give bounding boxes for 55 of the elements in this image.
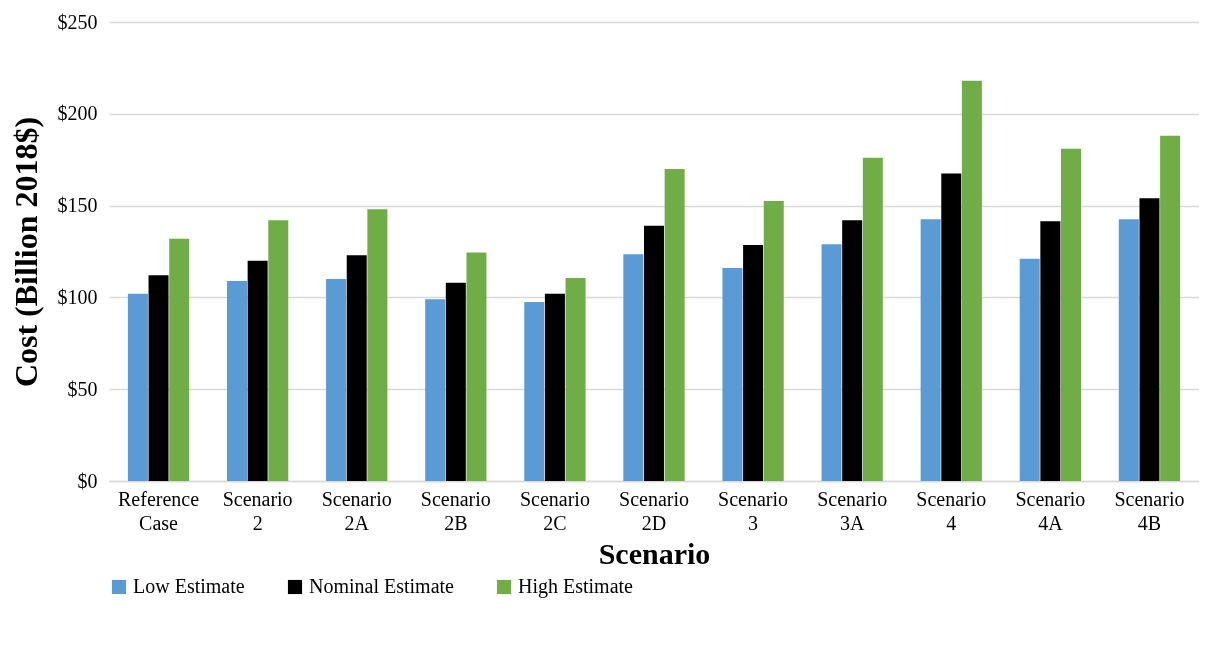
y-tick-label: $200 [57,102,98,125]
legend-label: Low Estimate [133,575,245,597]
x-tick-label: Scenario 4 [916,487,987,534]
x-tick-label: Scenario 2C [519,487,590,534]
legend-label: Nominal Estimate [309,575,455,597]
y-tick-label: $250 [57,10,98,33]
bar [920,219,941,481]
x-tick-label: Scenario 4A [1015,487,1086,534]
bar [763,201,784,481]
y-tick-label: $50 [67,377,98,400]
bar [862,157,883,481]
y-tick-label: $0 [77,469,98,492]
bar [326,279,347,481]
bar [425,299,446,481]
bar [1139,198,1160,481]
x-axis-title: Scenario [598,536,711,570]
x-tick-label: Scenario 3A [817,487,888,534]
x-tick-label: Reference Case [118,487,200,534]
bar [466,252,487,481]
x-tick-label: Scenario 4B [1114,487,1185,534]
x-tick-label: Scenario 2D [619,487,689,534]
x-tick-label: Scenario 2 [222,487,293,534]
bar [961,80,982,481]
bar [247,260,268,481]
bar [743,245,764,481]
x-tick-label: Scenario 2A [321,487,392,534]
bar [524,301,545,481]
bar [722,268,743,481]
y-axis-title: Cost (Billion 2018$) [7,116,44,388]
bar [169,238,190,481]
bar [127,293,148,481]
bar [1040,221,1061,481]
bar [842,220,863,481]
legend-label: High Estimate [518,575,634,598]
bar [565,278,586,481]
bar [346,255,367,481]
y-tick-label: $100 [57,285,98,308]
bar [941,173,962,481]
bar [544,293,565,481]
bar [1160,135,1181,481]
bar [1019,258,1040,481]
bar [821,244,842,481]
bar [148,275,169,481]
x-tick-label: Scenario 3 [718,487,789,534]
bar [367,209,388,481]
bar [1061,148,1082,481]
bar [664,168,685,481]
bar [623,254,644,481]
x-tick-label: Scenario 2B [420,487,491,534]
bar [1118,219,1139,481]
bar [445,282,466,481]
bar [268,220,289,481]
bar [644,225,664,481]
y-tick-label: $150 [57,194,98,217]
bar [226,280,247,481]
